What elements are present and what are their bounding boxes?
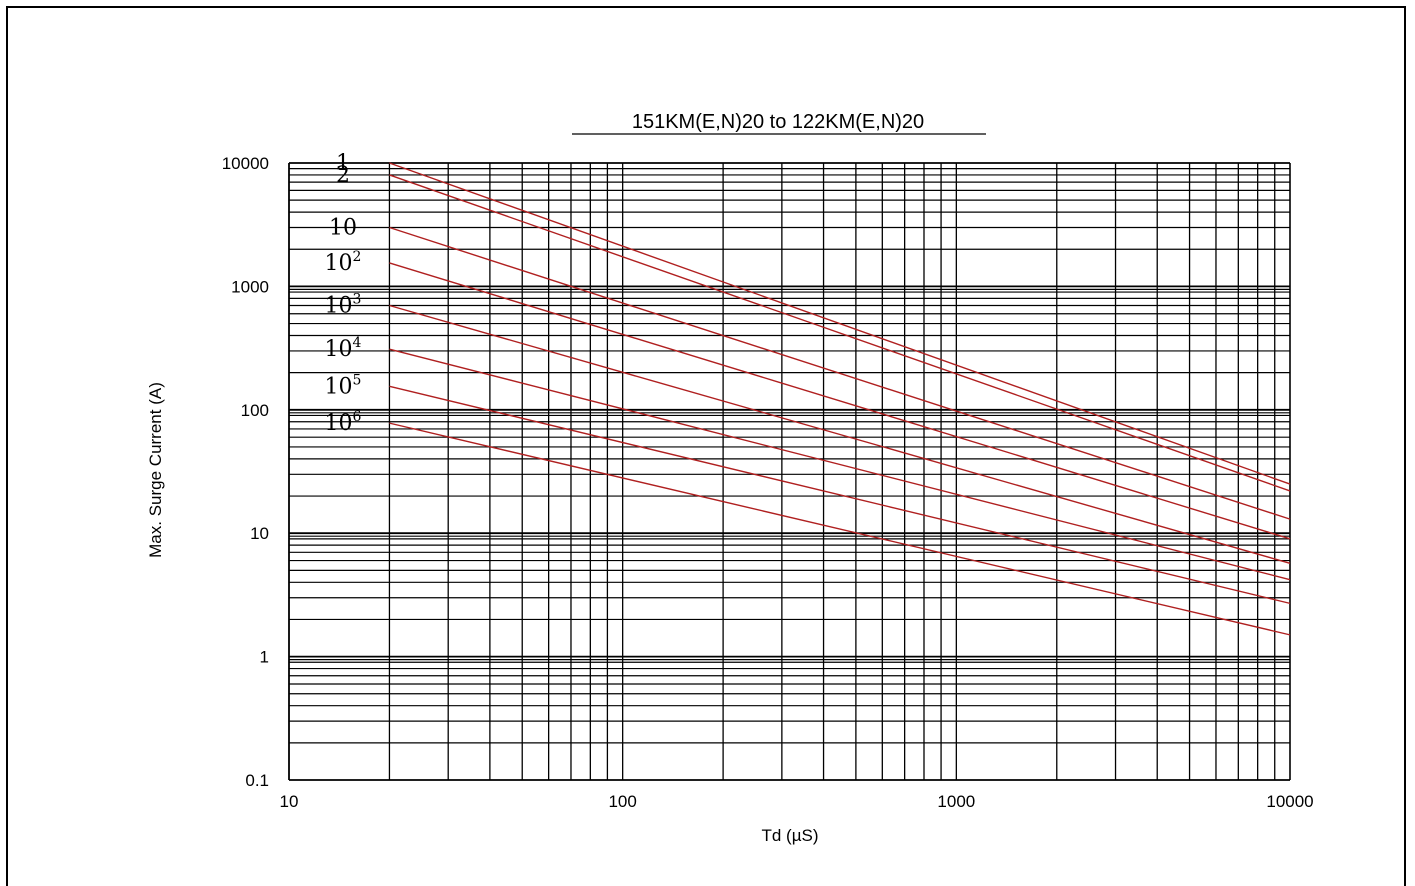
series-line [389, 304, 1291, 565]
series-label-exponent: 3 [353, 292, 362, 308]
x-tick-label: 10000 [1266, 792, 1313, 811]
series-line [389, 348, 1291, 581]
series-label-base: 10 [325, 337, 353, 362]
y-tick-label: 0.1 [245, 771, 269, 790]
series-label-base: 10 [325, 251, 353, 276]
series-label: 105 [325, 372, 362, 399]
y-tick-label: 1000 [231, 277, 269, 296]
series-label-exponent: 5 [353, 372, 362, 388]
series-line [389, 385, 1291, 605]
series-lines [389, 162, 1291, 636]
series-line [389, 226, 1291, 520]
y-axis-label: Max. Surge Current (A) [146, 382, 165, 558]
grid [288, 162, 1291, 781]
series-label: 104 [325, 335, 362, 362]
series-line [389, 262, 1291, 540]
x-tick-label: 10 [280, 792, 299, 811]
series-label-exponent: 6 [353, 409, 362, 425]
series-label-exponent: 2 [353, 249, 362, 265]
y-tick-label: 1 [260, 648, 269, 667]
series-label: 1 [336, 151, 350, 176]
y-tick-label: 10 [250, 524, 269, 543]
series-label: 2 [336, 163, 350, 188]
series-label-base: 10 [325, 411, 353, 436]
x-axis-label: Td (µS) [761, 826, 818, 845]
series-label-base: 10 [325, 294, 353, 319]
series-label: 106 [325, 409, 362, 436]
x-tick-label: 1000 [937, 792, 975, 811]
series-label: 102 [325, 249, 362, 276]
series-label-base: 1 [336, 151, 350, 176]
series-label: 10 [329, 216, 357, 241]
series-line [389, 422, 1291, 636]
series-line [389, 162, 1291, 485]
series-label: 103 [325, 292, 362, 319]
x-tick-label: 100 [608, 792, 636, 811]
series-label-base: 10 [329, 216, 357, 241]
chart-frame [6, 6, 1406, 886]
y-tick-label: 100 [241, 401, 269, 420]
series-label-base: 10 [325, 374, 353, 399]
series-label-exponent: 4 [353, 335, 362, 351]
series-line [389, 174, 1291, 492]
tick-labels: 10 100 1000 10000 0.1 1 10 100 1000 10000 [222, 154, 1314, 811]
series-label-base: 2 [336, 163, 350, 188]
chart-title: 151KM(E,N)20 to 122KM(E,N)20 [632, 111, 924, 133]
y-tick-label: 10000 [222, 154, 269, 173]
